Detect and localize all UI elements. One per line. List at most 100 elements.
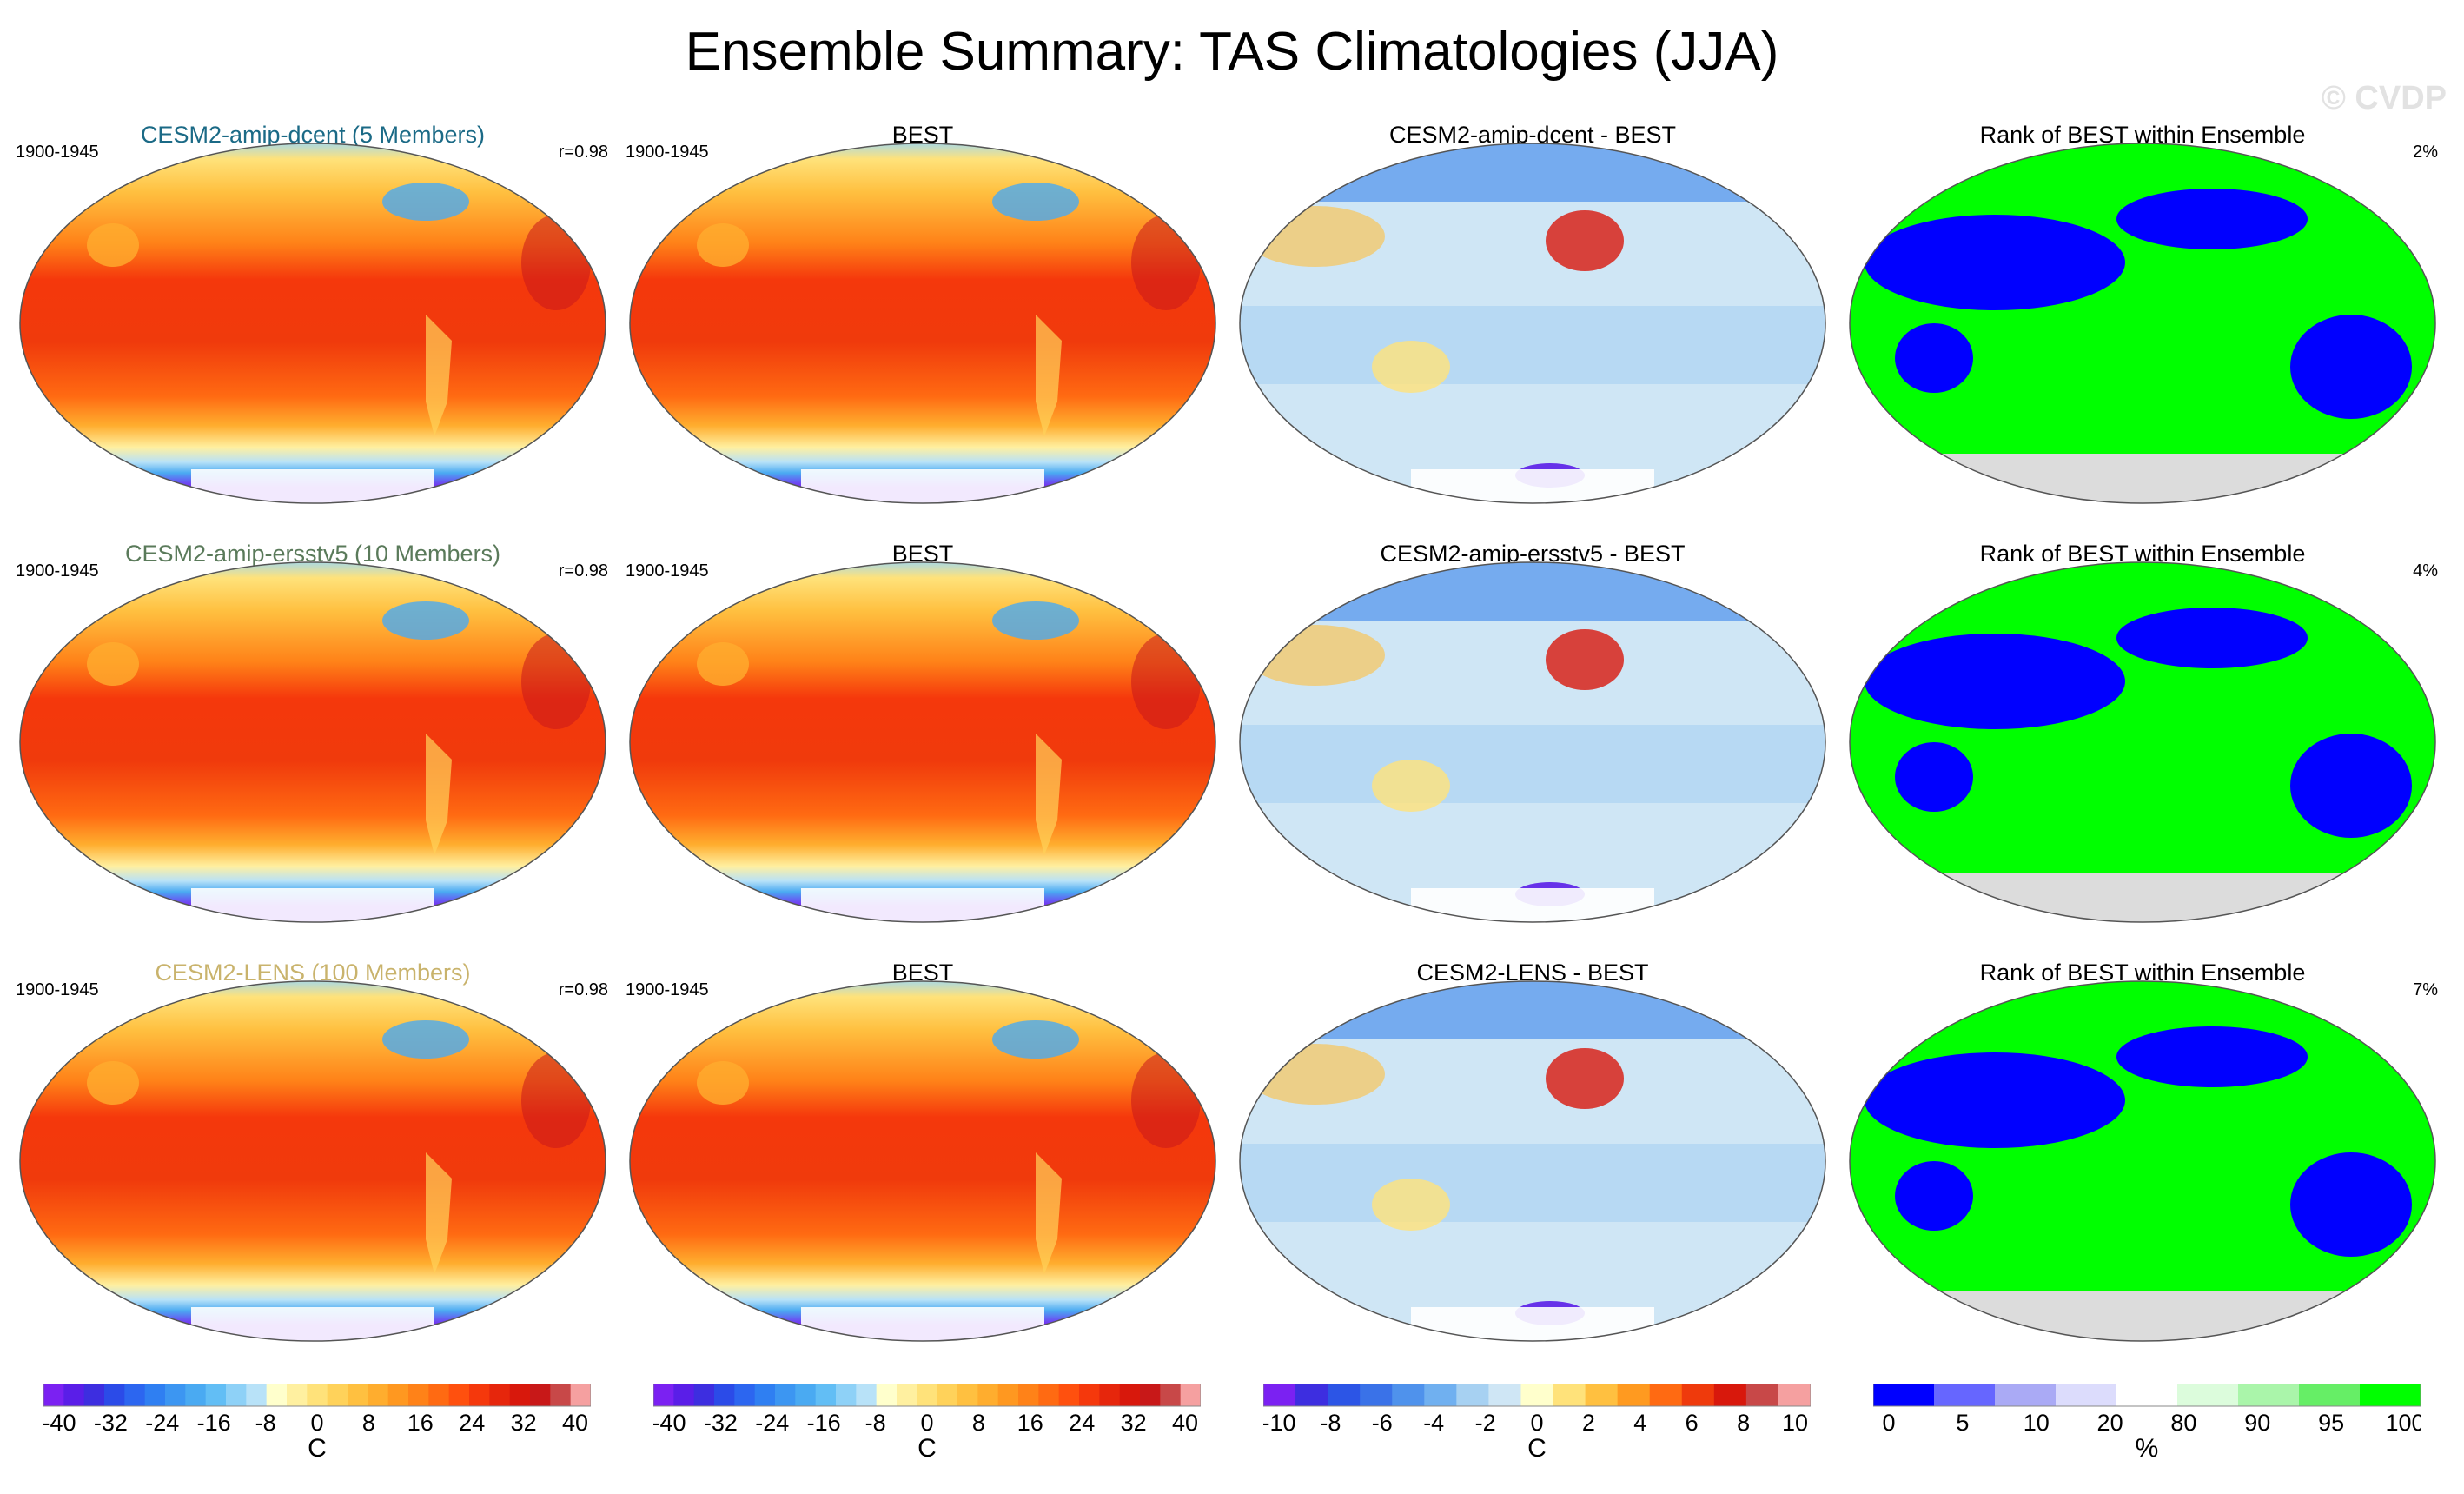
colorbar-swatch <box>165 1384 186 1406</box>
colorbar-tick-label: 80 <box>2170 1410 2196 1436</box>
greenland-region <box>382 183 469 221</box>
cvdp-watermark: © CVDP <box>2321 80 2447 116</box>
rank-low-region <box>1865 215 2125 310</box>
period-label: 1900-1945 <box>16 561 99 581</box>
colorbar-swatch <box>550 1384 572 1406</box>
colorbar-swatch <box>1617 1384 1651 1406</box>
andes-region <box>1036 1152 1062 1274</box>
colorbar-swatch <box>144 1384 166 1406</box>
colorbar-swatch <box>1038 1384 1060 1406</box>
obs-period-label: 1900-1945 <box>626 143 709 162</box>
rank-percent: 7% <box>2413 980 2438 999</box>
colorbar-swatch <box>509 1384 531 1406</box>
obs-period-label: 1900-1945 <box>626 980 709 999</box>
rank-low-region <box>2290 1152 2412 1257</box>
map-outline <box>1849 143 2436 504</box>
panel-rank-row1: Rank of BEST within Ensemble 2% <box>1838 122 2447 530</box>
colorbar-unit: C <box>917 1434 937 1463</box>
colorbar-tick-label: 5 <box>1956 1410 1969 1436</box>
main-title: Ensemble Summary: TAS Climatologies (JJA… <box>685 22 1779 82</box>
australia-anomaly <box>1372 341 1450 393</box>
colorbar-swatch <box>1263 1384 1296 1406</box>
colorbar-tick-label: -8 <box>865 1410 886 1436</box>
andes-region <box>426 315 452 436</box>
colorbar-swatch <box>693 1384 715 1406</box>
colorbar-swatch <box>2056 1384 2117 1406</box>
antarctica-mask <box>191 888 434 922</box>
panel-rank-row3: Rank of BEST within Ensemble 7% <box>1838 959 2447 1368</box>
colorbar-swatch <box>1328 1384 1361 1406</box>
colorbar-swatch <box>1681 1384 1715 1406</box>
colorbar-swatch <box>428 1384 450 1406</box>
colorbar-tick-label: 10 <box>1782 1410 1808 1436</box>
tropical-band <box>1240 1144 1825 1222</box>
colorbar-swatch <box>387 1384 409 1406</box>
difference-map <box>1239 143 1826 504</box>
obs-period-label: 1900-1945 <box>626 561 709 581</box>
colorbar-swatch <box>1424 1384 1457 1406</box>
asia-anomaly <box>1246 625 1385 686</box>
panel-rank-row2: Rank of BEST within Ensemble 4% <box>1838 541 2447 949</box>
rank-low-region <box>2116 189 2308 249</box>
map-outline <box>1849 561 2436 923</box>
map-outline <box>1849 980 2436 1342</box>
rank-low-region <box>1865 634 2125 729</box>
masked-region <box>1850 1291 2435 1341</box>
colorbar-swatch <box>897 1384 917 1406</box>
colorbar-tick-label: 16 <box>407 1410 434 1436</box>
obs-climatology-map <box>629 980 1216 1342</box>
antarctica-mask <box>801 1307 1044 1341</box>
colorbar-swatch <box>1553 1384 1586 1406</box>
colorbar-swatch <box>530 1384 551 1406</box>
greenland-region <box>382 1020 469 1059</box>
tropical-band <box>1240 725 1825 803</box>
colorbar-swatch <box>1360 1384 1393 1406</box>
andes-region <box>1036 315 1062 436</box>
rank-map <box>1849 980 2436 1342</box>
colorbar-swatch <box>266 1384 288 1406</box>
colorbar-swatch <box>408 1384 429 1406</box>
colorbar-swatch <box>1119 1384 1141 1406</box>
colorbar-swatch <box>957 1384 978 1406</box>
antarctica-mask <box>1411 1307 1654 1341</box>
map-field <box>20 143 606 503</box>
masked-region <box>1850 873 2435 922</box>
model-climatology-map <box>19 561 606 923</box>
antarctica-mask <box>801 888 1044 922</box>
colorbar-swatch <box>2299 1384 2361 1406</box>
colorbar-tick-label: 0 <box>920 1410 933 1436</box>
colorbar-swatch <box>754 1384 776 1406</box>
colorbar-swatch <box>1649 1384 1683 1406</box>
colorbar-swatch <box>104 1384 125 1406</box>
colorbar-tick-label: 16 <box>1017 1410 1043 1436</box>
colorbar-swatch <box>775 1384 796 1406</box>
greenland-region <box>382 601 469 640</box>
colorbar-tick-label: -40 <box>43 1410 76 1436</box>
panel-obs-row1: BEST 1900-1945 <box>619 122 1227 530</box>
map-outline <box>629 980 1216 1342</box>
colorbar-swatch <box>448 1384 470 1406</box>
asia-anomaly <box>1246 206 1385 267</box>
colorbar-swatch <box>348 1384 368 1406</box>
rank-low-region <box>1865 1052 2125 1148</box>
map-outline <box>1239 980 1826 1342</box>
colorbar-swatch <box>1934 1384 1996 1406</box>
colorbar-swatch <box>937 1384 958 1406</box>
colorbar-swatch <box>1180 1384 1201 1406</box>
plateau-region <box>697 1061 749 1105</box>
panel-diff-row1: CESM2-amip-dcent - BEST <box>1229 122 1837 530</box>
colorbar-swatch <box>2177 1384 2239 1406</box>
colorbar-obs: -40 -32 -24 -16 -8 0 8 16 24 32 40 C <box>653 1384 1201 1488</box>
colorbar-swatch <box>226 1384 247 1406</box>
colorbar-swatch <box>673 1384 695 1406</box>
rank-low-region <box>1895 323 1973 393</box>
colorbar-tick-label: 10 <box>2024 1410 2050 1436</box>
difference-map <box>1239 561 1826 923</box>
colorbar-swatch <box>653 1384 674 1406</box>
plateau-region <box>87 1061 139 1105</box>
colorbar-tick-label: -2 <box>1475 1410 1496 1436</box>
warm-anomaly <box>1546 210 1624 271</box>
warm-anomaly <box>1546 1048 1624 1109</box>
colorbar-swatch <box>83 1384 105 1406</box>
colorbar-tick-label: 0 <box>1882 1410 1895 1436</box>
